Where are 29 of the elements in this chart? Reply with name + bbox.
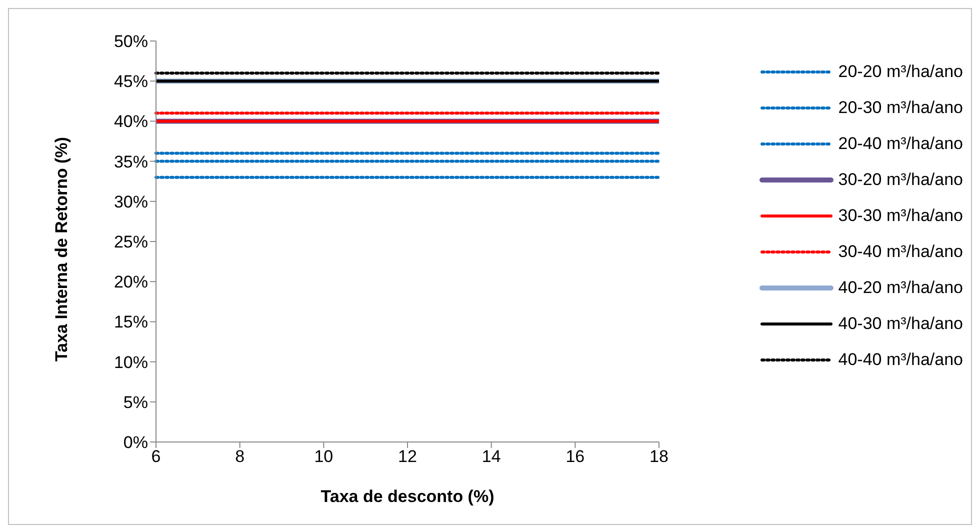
y-tick-label: 50% (114, 32, 148, 52)
x-tick-label: 16 (566, 447, 585, 466)
legend-label: 30-30 m³/ha/ano (838, 206, 963, 226)
legend-label: 20-30 m³/ha/ano (838, 98, 963, 118)
y-tick-label: 5% (123, 392, 148, 412)
y-tick-label: 45% (114, 72, 148, 92)
y-tick-label: 40% (114, 112, 148, 132)
x-tick-label: 18 (650, 447, 668, 466)
legend-label: 40-30 m³/ha/ano (838, 314, 963, 334)
x-tick-label: 12 (398, 447, 417, 466)
y-tick-label: 0% (123, 433, 148, 452)
legend-label: 40-20 m³/ha/ano (838, 278, 963, 298)
legend-label: 30-40 m³/ha/ano (838, 242, 963, 262)
x-tick-label: 14 (482, 447, 501, 466)
y-tick-label: 30% (114, 192, 148, 212)
legend-label: 40-40 m³/ha/ano (838, 350, 963, 370)
x-axis-title: Taxa de desconto (%) (320, 487, 494, 506)
y-axis-title: Taxa Interna de Retorno (%) (52, 137, 72, 362)
x-tick-label: 6 (151, 447, 161, 466)
legend-label: 20-40 m³/ha/ano (838, 134, 963, 154)
legend-label: 30-20 m³/ha/ano (838, 170, 963, 190)
y-tick-label: 35% (114, 152, 148, 172)
x-tick-label: 8 (235, 447, 245, 466)
x-tick-label: 10 (314, 447, 334, 466)
y-tick-label: 25% (114, 232, 148, 252)
y-tick-label: 15% (114, 312, 148, 332)
legend-label: 20-20 m³/ha/ano (838, 62, 963, 82)
y-tick-label: 10% (114, 352, 148, 372)
y-tick-label: 20% (114, 272, 148, 292)
